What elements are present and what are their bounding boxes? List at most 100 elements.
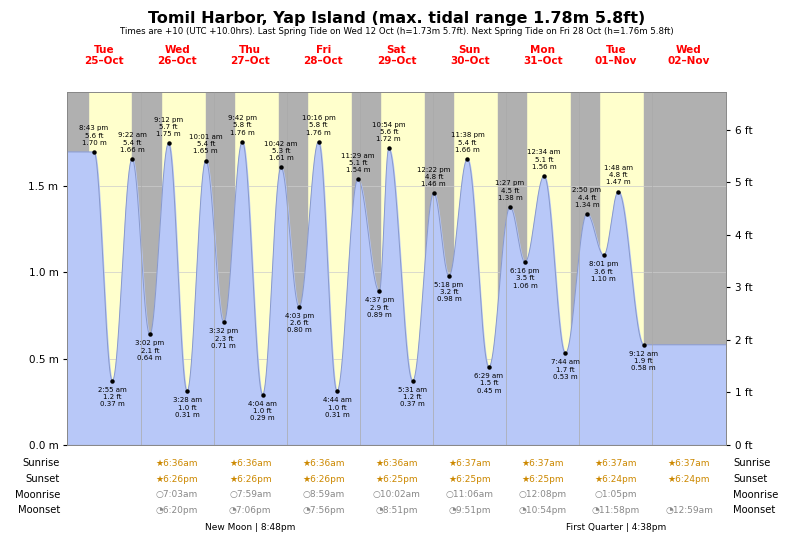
Text: ○1:05pm: ○1:05pm (595, 490, 637, 499)
Text: 2:50 pm
4.4 ft
1.34 m: 2:50 pm 4.4 ft 1.34 m (573, 188, 601, 208)
Text: ★6:36am: ★6:36am (375, 459, 418, 468)
Text: 8:43 pm
5.6 ft
1.70 m: 8:43 pm 5.6 ft 1.70 m (79, 126, 109, 146)
Text: Moonset: Moonset (17, 506, 60, 515)
Text: Sun: Sun (458, 45, 481, 56)
Text: Moonrise: Moonrise (733, 490, 778, 500)
Text: ◔9:51pm: ◔9:51pm (448, 506, 491, 515)
Text: ★6:37am: ★6:37am (668, 459, 711, 468)
Text: Times are +10 (UTC +10.0hrs). Last Spring Tide on Wed 12 Oct (h=1.73m 5.7ft). Ne: Times are +10 (UTC +10.0hrs). Last Sprin… (120, 27, 673, 36)
Text: 3:28 am
1.0 ft
0.31 m: 3:28 am 1.0 ft 0.31 m (173, 397, 201, 418)
Text: New Moon | 8:48pm: New Moon | 8:48pm (205, 523, 296, 531)
Bar (498, 92, 527, 445)
Text: 8:01 pm
3.6 ft
1.10 m: 8:01 pm 3.6 ft 1.10 m (589, 261, 619, 282)
Text: ◔8:51pm: ◔8:51pm (375, 506, 418, 515)
Text: ◔12:59am: ◔12:59am (665, 506, 713, 515)
Text: ★6:25pm: ★6:25pm (375, 474, 418, 483)
Text: 28–Oct: 28–Oct (304, 56, 343, 66)
Text: Sunset: Sunset (733, 474, 767, 484)
Text: ○7:03am: ○7:03am (156, 490, 198, 499)
Text: ★6:36am: ★6:36am (302, 459, 345, 468)
Text: Wed: Wed (676, 45, 702, 56)
Text: 10:01 am
5.4 ft
1.65 m: 10:01 am 5.4 ft 1.65 m (189, 134, 223, 155)
Text: Sunset: Sunset (26, 474, 60, 484)
Text: 4:03 pm
2.6 ft
0.80 m: 4:03 pm 2.6 ft 0.80 m (285, 313, 314, 334)
Bar (132, 92, 161, 445)
Text: ★6:36am: ★6:36am (229, 459, 271, 468)
Text: Wed: Wed (164, 45, 190, 56)
Text: ★6:37am: ★6:37am (595, 459, 637, 468)
Text: ◔11:58pm: ◔11:58pm (592, 506, 640, 515)
Text: 1:48 am
4.8 ft
1.47 m: 1:48 am 4.8 ft 1.47 m (603, 165, 633, 185)
Text: 31–Oct: 31–Oct (523, 56, 562, 66)
Bar (425, 92, 453, 445)
Text: Moonrise: Moonrise (15, 490, 60, 500)
Text: Sat: Sat (387, 45, 406, 56)
Text: 6:16 pm
3.5 ft
1.06 m: 6:16 pm 3.5 ft 1.06 m (511, 268, 539, 289)
Text: 9:42 pm
5.8 ft
1.76 m: 9:42 pm 5.8 ft 1.76 m (228, 115, 257, 135)
Text: 10:42 am
5.3 ft
1.61 m: 10:42 am 5.3 ft 1.61 m (264, 141, 297, 161)
Text: 7:44 am
1.7 ft
0.53 m: 7:44 am 1.7 ft 0.53 m (551, 360, 580, 380)
Bar (672, 92, 726, 445)
Bar (279, 92, 307, 445)
Text: First Quarter | 4:38pm: First Quarter | 4:38pm (565, 523, 666, 531)
Text: ○8:59am: ○8:59am (302, 490, 344, 499)
Text: 2:55 am
1.2 ft
0.37 m: 2:55 am 1.2 ft 0.37 m (98, 387, 127, 407)
Text: 01–Nov: 01–Nov (595, 56, 637, 66)
Text: 3:32 pm
2.3 ft
0.71 m: 3:32 pm 2.3 ft 0.71 m (209, 328, 239, 349)
Text: ○11:06am: ○11:06am (446, 490, 493, 499)
Text: ★6:25pm: ★6:25pm (522, 474, 564, 483)
Text: ◔7:06pm: ◔7:06pm (229, 506, 271, 515)
Text: 1:27 pm
4.5 ft
1.38 m: 1:27 pm 4.5 ft 1.38 m (496, 181, 525, 201)
Text: ★6:26pm: ★6:26pm (155, 474, 198, 483)
Text: 12:34 am
5.1 ft
1.56 m: 12:34 am 5.1 ft 1.56 m (527, 149, 561, 170)
Text: ○10:02am: ○10:02am (373, 490, 420, 499)
Text: 10:16 pm
5.8 ft
1.76 m: 10:16 pm 5.8 ft 1.76 m (301, 115, 335, 135)
Bar (645, 92, 672, 445)
Text: 6:29 am
1.5 ft
0.45 m: 6:29 am 1.5 ft 0.45 m (474, 373, 504, 393)
Text: ★6:26pm: ★6:26pm (302, 474, 345, 483)
Text: ◔6:20pm: ◔6:20pm (156, 506, 198, 515)
Text: 26–Oct: 26–Oct (157, 56, 197, 66)
Text: 3:02 pm
2.1 ft
0.64 m: 3:02 pm 2.1 ft 0.64 m (136, 341, 164, 361)
Text: ◔10:54pm: ◔10:54pm (519, 506, 567, 515)
Text: 4:04 am
1.0 ft
0.29 m: 4:04 am 1.0 ft 0.29 m (248, 401, 277, 421)
Bar (205, 92, 234, 445)
Bar (352, 92, 380, 445)
Text: Fri: Fri (316, 45, 331, 56)
Text: 10:54 pm
5.6 ft
1.72 m: 10:54 pm 5.6 ft 1.72 m (372, 122, 405, 142)
Text: 29–Oct: 29–Oct (377, 56, 416, 66)
Bar (67, 92, 87, 445)
Text: 30–Oct: 30–Oct (450, 56, 489, 66)
Text: 9:22 am
5.4 ft
1.66 m: 9:22 am 5.4 ft 1.66 m (117, 132, 147, 153)
Text: ★6:24pm: ★6:24pm (668, 474, 711, 483)
Text: Thu: Thu (239, 45, 261, 56)
Text: Moonset: Moonset (733, 506, 776, 515)
Text: 5:31 am
1.2 ft
0.37 m: 5:31 am 1.2 ft 0.37 m (398, 387, 427, 407)
Text: Mon: Mon (531, 45, 555, 56)
Text: ○12:08pm: ○12:08pm (519, 490, 567, 499)
Text: ◔7:56pm: ◔7:56pm (302, 506, 345, 515)
Text: 11:29 am
5.1 ft
1.54 m: 11:29 am 5.1 ft 1.54 m (341, 153, 374, 174)
Text: Tue: Tue (606, 45, 626, 56)
Text: 4:37 pm
2.9 ft
0.89 m: 4:37 pm 2.9 ft 0.89 m (365, 298, 394, 318)
Text: Tue: Tue (94, 45, 114, 56)
Text: 11:38 pm
5.4 ft
1.66 m: 11:38 pm 5.4 ft 1.66 m (450, 132, 485, 153)
Text: Sunrise: Sunrise (733, 458, 770, 468)
Text: ★6:24pm: ★6:24pm (595, 474, 637, 483)
Text: Sunrise: Sunrise (23, 458, 60, 468)
Text: ○7:59am: ○7:59am (229, 490, 271, 499)
Text: 5:18 pm
3.2 ft
0.98 m: 5:18 pm 3.2 ft 0.98 m (435, 282, 463, 302)
Text: ★6:37am: ★6:37am (448, 459, 491, 468)
Text: 02–Nov: 02–Nov (668, 56, 711, 66)
Text: 27–Oct: 27–Oct (230, 56, 270, 66)
Bar (571, 92, 600, 445)
Text: 4:44 am
1.0 ft
0.31 m: 4:44 am 1.0 ft 0.31 m (323, 397, 351, 418)
Text: 25–Oct: 25–Oct (84, 56, 124, 66)
Text: ★6:37am: ★6:37am (522, 459, 564, 468)
Text: 12:22 pm
4.8 ft
1.46 m: 12:22 pm 4.8 ft 1.46 m (417, 167, 450, 187)
Text: ★6:36am: ★6:36am (156, 459, 198, 468)
Text: ★6:25pm: ★6:25pm (448, 474, 491, 483)
Text: 9:12 pm
5.7 ft
1.75 m: 9:12 pm 5.7 ft 1.75 m (154, 117, 183, 137)
Text: ★6:26pm: ★6:26pm (229, 474, 271, 483)
Text: Tomil Harbor, Yap Island (max. tidal range 1.78m 5.8ft): Tomil Harbor, Yap Island (max. tidal ran… (147, 11, 646, 26)
